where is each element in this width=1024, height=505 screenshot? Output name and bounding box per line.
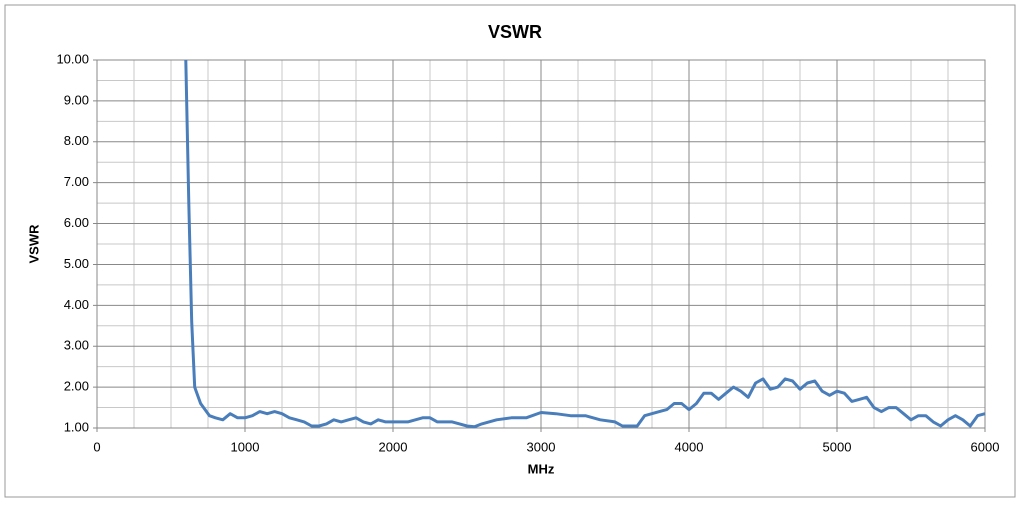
x-tick-label: 2000 [379,439,408,454]
y-tick-label: 3.00 [64,338,89,353]
x-axis-label: MHz [528,461,555,476]
y-tick-label: 6.00 [64,215,89,230]
y-tick-label: 5.00 [64,256,89,271]
y-tick-label: 1.00 [64,419,89,434]
x-tick-label: 1000 [231,439,260,454]
y-tick-label: 4.00 [64,297,89,312]
y-tick-label: 2.00 [64,379,89,394]
x-tick-label: 5000 [823,439,852,454]
y-tick-label: 9.00 [64,92,89,107]
x-tick-label: 0 [93,439,100,454]
x-tick-label: 4000 [675,439,704,454]
y-tick-label: 7.00 [64,174,89,189]
y-axis-label: VSWR [26,224,41,264]
chart-title: VSWR [488,22,542,42]
y-tick-label: 10.00 [56,51,89,66]
x-tick-label: 3000 [527,439,556,454]
data-line [184,59,986,429]
y-tick-label: 8.00 [64,133,89,148]
plot-border [96,59,986,429]
chart-frame [4,4,1016,498]
x-tick-label: 6000 [971,439,1000,454]
